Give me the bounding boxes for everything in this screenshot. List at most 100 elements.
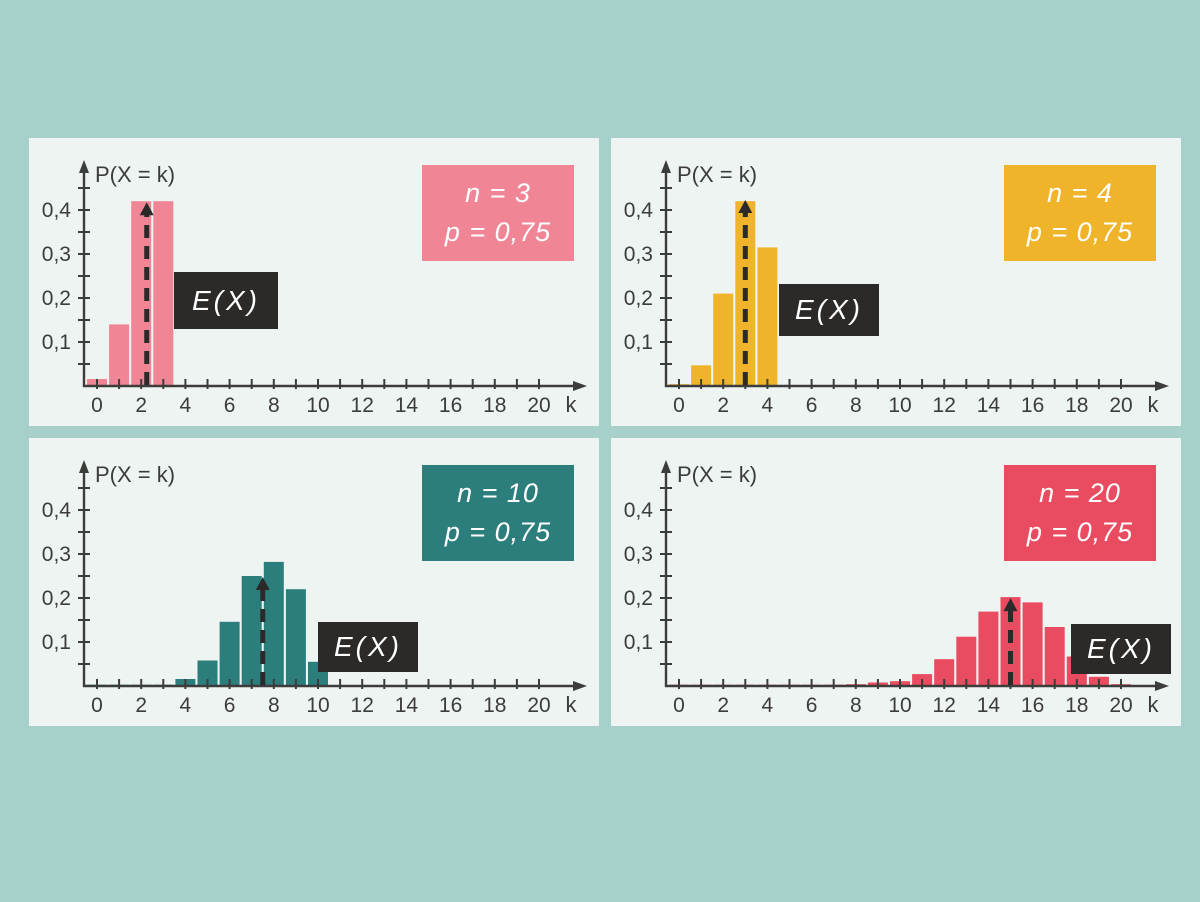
x-tick-label: 20	[527, 694, 550, 717]
parameter-box: n = 4 p = 0,75	[1004, 165, 1156, 261]
param-n: n = 3	[465, 178, 531, 208]
x-tick-label: 0	[673, 394, 685, 417]
param-p: p = 0,75	[1026, 517, 1134, 547]
param-p: p = 0,75	[444, 517, 552, 547]
bar-k4	[757, 247, 778, 386]
bar-k13	[956, 636, 977, 686]
y-axis-arrowhead	[79, 460, 89, 473]
parameter-box: n = 20 p = 0,75	[1004, 465, 1156, 561]
y-tick-label: 0,3	[624, 243, 653, 266]
bar-k16	[1022, 602, 1043, 686]
bar-k2	[713, 293, 734, 386]
x-tick-label: 0	[673, 694, 685, 717]
x-tick-label: 12	[933, 694, 956, 717]
y-tick-label: 0,1	[42, 331, 71, 354]
x-tick-label: 16	[439, 394, 462, 417]
bars	[669, 597, 1131, 686]
x-tick-label: 12	[933, 394, 956, 417]
x-tick-label: 2	[135, 394, 147, 417]
x-axis-arrowhead	[1155, 381, 1169, 391]
x-tick-label: 2	[717, 394, 729, 417]
x-axis-arrowhead	[573, 681, 587, 691]
x-tick-label: 10	[306, 694, 329, 717]
param-n: n = 4	[1047, 178, 1113, 208]
x-tick-label: 12	[351, 694, 374, 717]
y-tick-label: 0,1	[624, 331, 653, 354]
parameter-box: n = 10 p = 0,75	[422, 465, 574, 561]
bar-k6	[219, 621, 240, 686]
expected-value-arrowhead	[1003, 598, 1018, 612]
x-tick-label: 14	[395, 394, 419, 417]
y-axis-title: P(X = k)	[677, 162, 757, 187]
x-tick-label: 0	[91, 394, 103, 417]
x-tick-label: 14	[977, 394, 1001, 417]
x-tick-label: 6	[224, 694, 236, 717]
bars	[669, 201, 778, 386]
x-tick-label: 18	[483, 394, 506, 417]
y-tick-label: 0,1	[42, 631, 71, 654]
x-axis-title: k	[566, 692, 578, 717]
bar-k12	[934, 659, 955, 686]
x-tick-label: 18	[1065, 694, 1088, 717]
bar-k5	[197, 660, 218, 686]
x-tick-label: 6	[806, 694, 818, 717]
x-tick-label: 8	[268, 694, 280, 717]
x-tick-label: 14	[395, 694, 419, 717]
y-axis-arrowhead	[661, 460, 671, 473]
y-axis-title: P(X = k)	[677, 462, 757, 487]
y-tick-label: 0,2	[42, 587, 71, 610]
chart-panel-n4: 0,1 0,2 0,3 0,4 P(X = k) 0 2 4 6 8 10 12 14 16 18 20 k n…	[611, 138, 1181, 426]
x-tick-label: 10	[888, 694, 911, 717]
bar-k3	[153, 201, 174, 386]
y-tick-label: 0,2	[624, 587, 653, 610]
x-tick-label: 16	[1021, 694, 1044, 717]
expected-value-label: E(X)	[779, 284, 879, 336]
y-tick-label: 0,3	[42, 243, 71, 266]
y-tick-label: 0,4	[42, 499, 72, 522]
y-tick-label: 0,1	[624, 631, 653, 654]
bar-k14	[978, 611, 999, 686]
chart-panel-n3: 0,1 0,2 0,3 0,4 P(X = k) 0 2 4 6 8 10 12 14 16 18 20 k n…	[29, 138, 599, 426]
y-tick-label: 0,3	[624, 543, 653, 566]
y-tick-label: 0,4	[42, 199, 72, 222]
y-tick-label: 0,2	[624, 287, 653, 310]
parameter-box: n = 3 p = 0,75	[422, 165, 574, 261]
x-tick-label: 18	[483, 694, 506, 717]
x-tick-label: 12	[351, 394, 374, 417]
x-tick-label: 4	[762, 694, 774, 717]
x-tick-label: 20	[1109, 394, 1132, 417]
y-tick-label: 0,3	[42, 543, 71, 566]
x-tick-label: 4	[180, 394, 192, 417]
expected-value-arrowhead	[139, 202, 154, 216]
bar-k8	[263, 561, 284, 686]
expected-value-arrowhead	[255, 577, 270, 590]
x-axis-title: k	[1148, 392, 1160, 417]
x-tick-label: 20	[527, 394, 550, 417]
param-n: n = 20	[1039, 478, 1121, 508]
x-tick-label: 4	[762, 394, 774, 417]
x-tick-label: 14	[977, 694, 1001, 717]
y-axis-title: P(X = k)	[95, 162, 175, 187]
bar-k1	[109, 324, 130, 386]
binomial-chart-n4: 0,1 0,2 0,3 0,4 P(X = k) 0 2 4 6 8 10 12 14 16 18 20 k	[624, 160, 1169, 417]
binomial-chart-n3: 0,1 0,2 0,3 0,4 P(X = k) 0 2 4 6 8 10 12 14 16 18 20 k	[42, 160, 587, 417]
binomial-chart-n20: 0,1 0,2 0,3 0,4 P(X = k) 0 2 4 6 8 10 12 14 16 18 20 k	[624, 460, 1169, 717]
x-tick-label: 20	[1109, 694, 1132, 717]
x-tick-label: 16	[439, 694, 462, 717]
chart-panel-n20: 0,1 0,2 0,3 0,4 P(X = k) 0 2 4 6 8 10 12 14 16 18 20 k n…	[611, 438, 1181, 726]
x-tick-label: 0	[91, 694, 103, 717]
x-axis-title: k	[566, 392, 578, 417]
x-tick-label: 8	[850, 394, 862, 417]
param-n: n = 10	[457, 478, 539, 508]
bar-k9	[285, 589, 306, 686]
param-p: p = 0,75	[444, 217, 552, 247]
x-tick-label: 16	[1021, 394, 1044, 417]
x-tick-label: 6	[806, 394, 818, 417]
bars	[87, 561, 328, 686]
expected-value-arrowhead	[738, 200, 753, 213]
x-axis-arrowhead	[573, 381, 587, 391]
bar-k1	[691, 365, 712, 386]
bar-k7	[241, 576, 262, 686]
x-axis-arrowhead	[1155, 681, 1169, 691]
x-tick-label: 8	[850, 694, 862, 717]
